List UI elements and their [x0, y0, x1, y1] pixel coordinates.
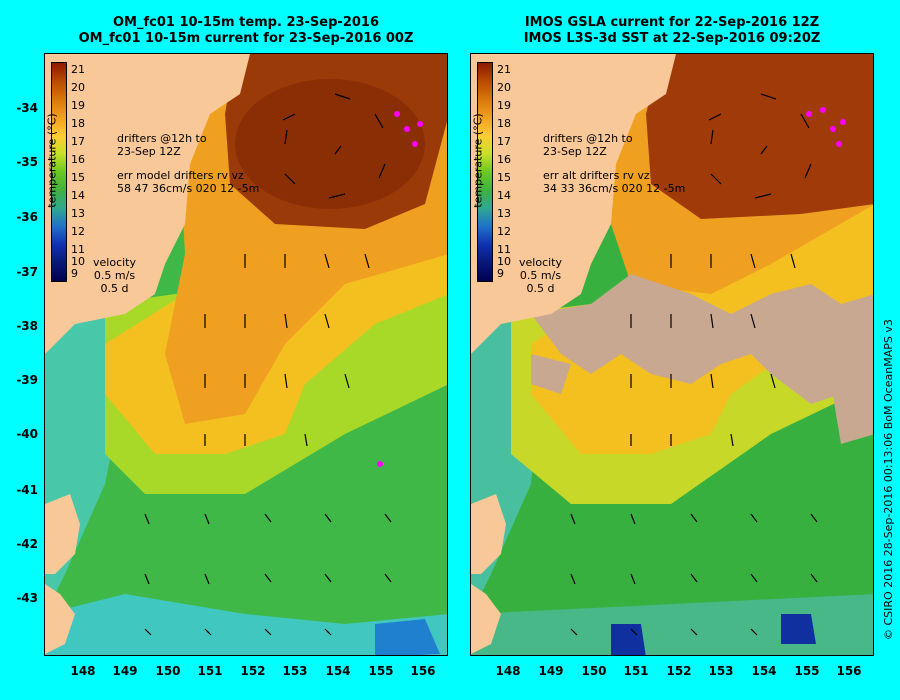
- x-tick-label: 154: [325, 664, 351, 678]
- y-tick-label: -37: [16, 265, 38, 279]
- drifter-note: drifters @12h to 23-Sep 12Z: [117, 132, 207, 158]
- colorbar-label: 9: [497, 267, 504, 280]
- left-map-title: OM_fc01 10-15m temp. 23-Sep-2016 OM_fc01…: [44, 15, 448, 47]
- x-tick-label: 153: [708, 664, 734, 678]
- drifter-note-line1: drifters @12h to: [117, 132, 207, 145]
- colorbar-title: temperature (°C): [471, 113, 485, 208]
- x-tick-label: 155: [794, 664, 820, 678]
- right-title-line2: IMOS L3S-3d SST at 22-Sep-2016 09:20Z: [523, 31, 821, 46]
- velocity-legend-time: 0.5 d: [526, 282, 555, 295]
- x-tick-label: 156: [410, 664, 436, 678]
- error-stats: err alt drifters rv vz 34 33 36cm/s 020 …: [543, 169, 685, 195]
- left-title-line1: OM_fc01 10-15m temp. 23-Sep-2016: [112, 15, 379, 30]
- y-tick-label: -41: [16, 483, 38, 497]
- colorbar-label: 11: [71, 243, 85, 256]
- satellite-sst-map: 21 20 19 18 17 16 15 14 13 12 11 10 9 te…: [470, 53, 874, 656]
- x-tick-label: 153: [282, 664, 308, 678]
- credit-text: © CSIRO 2016 28-Sep-2016 00:13:06 BoM Oc…: [882, 319, 895, 640]
- y-tick-label: -36: [16, 210, 38, 224]
- velocity-legend-time: 0.5 d: [100, 282, 129, 295]
- x-tick-label: 156: [836, 664, 862, 678]
- x-tick-label: 154: [751, 664, 777, 678]
- error-stats-line2: 34 33 36cm/s 020 12 -5m: [543, 182, 686, 195]
- x-tick-label: 150: [155, 664, 181, 678]
- drifter-note-line1: drifters @12h to: [543, 132, 633, 145]
- x-tick-label: 148: [70, 664, 96, 678]
- x-tick-label: 152: [666, 664, 692, 678]
- colorbar-title: temperature (°C): [45, 113, 59, 208]
- velocity-legend-value: 0.5 m/s: [519, 269, 562, 282]
- colorbar-label: 17: [497, 135, 511, 148]
- velocity-legend: velocity 0.5 m/s 0.5 d: [519, 256, 562, 295]
- colorbar-label: 19: [497, 99, 511, 112]
- y-tick-label: -43: [16, 591, 38, 605]
- y-tick-label: -39: [16, 373, 38, 387]
- colorbar: [477, 62, 493, 282]
- error-stats-line1: err alt drifters rv vz: [543, 169, 650, 182]
- colorbar-label: 12: [71, 225, 85, 238]
- y-tick-label: -42: [16, 537, 38, 551]
- right-title-line1: IMOS GSLA current for 22-Sep-2016 12Z: [524, 15, 820, 30]
- colorbar-label: 16: [71, 153, 85, 166]
- velocity-legend: velocity 0.5 m/s 0.5 d: [93, 256, 136, 295]
- left-title-line2: OM_fc01 10-15m current for 23-Sep-2016 0…: [78, 31, 414, 46]
- drifter-note-line2: 23-Sep 12Z: [543, 145, 607, 158]
- model-map-graphic: [45, 54, 447, 655]
- y-tick-label: -38: [16, 319, 38, 333]
- colorbar-label: 13: [497, 207, 511, 220]
- colorbar-label: 15: [71, 171, 85, 184]
- colorbar-label: 12: [497, 225, 511, 238]
- colorbar-label: 14: [497, 189, 511, 202]
- colorbar-label: 20: [71, 81, 85, 94]
- x-tick-label: 149: [538, 664, 564, 678]
- colorbar-label: 19: [71, 99, 85, 112]
- colorbar-label: 13: [71, 207, 85, 220]
- colorbar-label: 20: [497, 81, 511, 94]
- colorbar-label: 10: [71, 255, 85, 268]
- colorbar-label: 17: [71, 135, 85, 148]
- colorbar-label: 15: [497, 171, 511, 184]
- colorbar-label: 11: [497, 243, 511, 256]
- velocity-legend-label: velocity: [93, 256, 136, 269]
- colorbar-label: 16: [497, 153, 511, 166]
- error-stats-line1: err model drifters rv vz: [117, 169, 244, 182]
- satellite-map-graphic: [471, 54, 873, 655]
- model-temperature-map: 21 20 19 18 17 16 15 14 13 12 11 10 9 te…: [44, 53, 448, 656]
- x-tick-label: 155: [368, 664, 394, 678]
- x-tick-label: 152: [240, 664, 266, 678]
- x-tick-label: 150: [581, 664, 607, 678]
- y-tick-label: -35: [16, 155, 38, 169]
- velocity-legend-value: 0.5 m/s: [93, 269, 136, 282]
- error-stats: err model drifters rv vz 58 47 36cm/s 02…: [117, 169, 259, 195]
- colorbar: [51, 62, 67, 282]
- colorbar-label: 18: [71, 117, 85, 130]
- drifter-note: drifters @12h to 23-Sep 12Z: [543, 132, 633, 158]
- colorbar-label: 9: [71, 267, 78, 280]
- error-stats-line2: 58 47 36cm/s 020 12 -5m: [117, 182, 260, 195]
- y-tick-label: -40: [16, 427, 38, 441]
- x-tick-label: 151: [623, 664, 649, 678]
- x-tick-label: 151: [197, 664, 223, 678]
- colorbar-label: 10: [497, 255, 511, 268]
- colorbar-label: 18: [497, 117, 511, 130]
- drifter-note-line2: 23-Sep 12Z: [117, 145, 181, 158]
- right-map-title: IMOS GSLA current for 22-Sep-2016 12Z IM…: [470, 15, 874, 47]
- colorbar-label: 21: [497, 63, 511, 76]
- x-tick-label: 148: [495, 664, 521, 678]
- x-tick-label: 149: [112, 664, 138, 678]
- colorbar-label: 14: [71, 189, 85, 202]
- velocity-legend-label: velocity: [519, 256, 562, 269]
- y-tick-label: -34: [16, 101, 38, 115]
- colorbar-label: 21: [71, 63, 85, 76]
